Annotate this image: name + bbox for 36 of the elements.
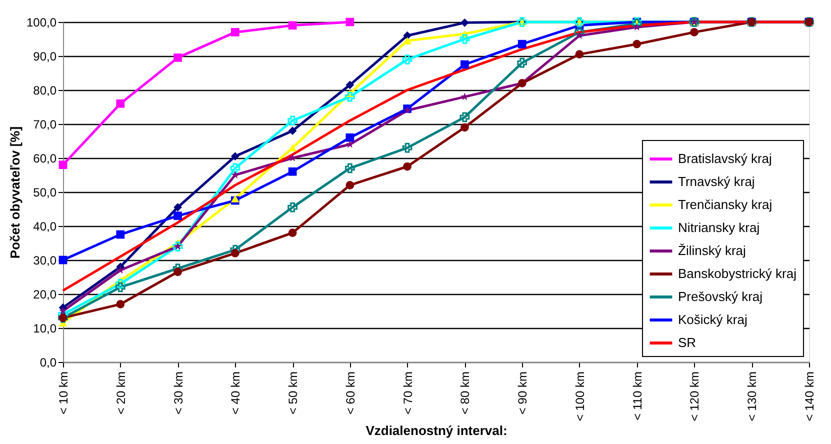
y-axis-title: Počet obyvateľov [%]	[7, 126, 22, 259]
y-tick-label: 50,0	[33, 186, 57, 200]
y-tick-label: 60,0	[33, 152, 57, 166]
x-tick-label: < 20 km	[114, 372, 128, 415]
legend-label: Trnavský kraj	[678, 174, 755, 189]
y-tick-label: 10,0	[33, 322, 57, 336]
x-tick-label: < 10 km	[56, 372, 70, 415]
legend-label: Nitriansky kraj	[678, 220, 760, 235]
legend-label: Bratislavský kraj	[678, 151, 772, 166]
y-tick-label: 100,0	[26, 16, 57, 30]
y-tick-label: 30,0	[33, 254, 57, 268]
x-tick-label: < 120 km	[688, 372, 702, 422]
x-tick-label: < 80 km	[458, 372, 472, 415]
x-tick-label: < 100 km	[572, 372, 587, 422]
legend-label: Banskobystrický kraj	[678, 266, 797, 281]
x-tick-label: < 30 km	[171, 372, 186, 415]
legend-label: Žilinský kraj	[678, 243, 746, 258]
x-axis-title: Vzdialenostný interval:	[366, 423, 508, 438]
x-tick-label: < 50 km	[286, 372, 300, 415]
x-tick-label: < 90 km	[516, 372, 530, 415]
x-tick-label: < 60 km	[343, 372, 358, 415]
y-tick-label: 0,0	[40, 356, 57, 370]
y-tick-label: 90,0	[33, 50, 57, 64]
x-tick-label: < 40 km	[228, 372, 243, 415]
y-tick-label: 40,0	[33, 220, 57, 234]
y-tick-label: 20,0	[33, 288, 57, 302]
x-tick-label: < 140 km	[802, 372, 816, 422]
x-tick-label: < 110 km	[630, 372, 644, 420]
y-tick-label: 80,0	[33, 84, 57, 98]
legend-label: Trenčiansky kraj	[678, 197, 772, 212]
x-tick-label: < 130 km	[745, 372, 760, 422]
legend-label: Košický kraj	[678, 312, 748, 327]
y-tick-label: 70,0	[33, 118, 57, 132]
legend-label: SR	[678, 335, 696, 350]
legend-label: Prešovský kraj	[678, 289, 763, 304]
x-tick-label: < 70 km	[400, 372, 415, 415]
